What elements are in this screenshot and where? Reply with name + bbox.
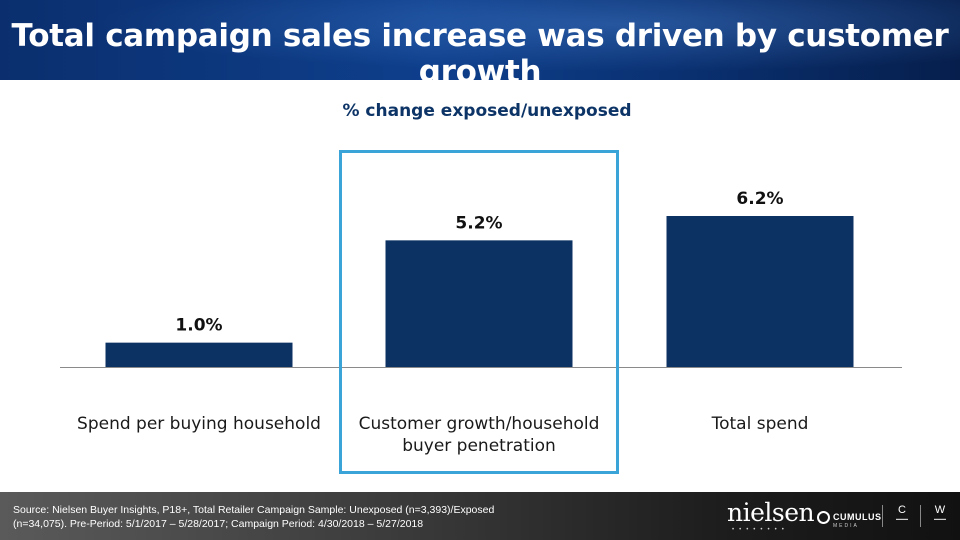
highlight-box (339, 150, 619, 474)
footer: Source: Nielsen Buyer Insights, P18+, To… (0, 492, 960, 540)
logo-divider (882, 505, 883, 527)
category-label-2: Customer growth/household buyer penetrati… (339, 413, 619, 457)
category-label-line: Total spend (711, 414, 809, 434)
category-label-line: Customer growth/household (358, 414, 600, 434)
category-label-3: Total spend (620, 413, 900, 435)
bar-1 (105, 342, 293, 367)
cumulus-c-icon (817, 510, 830, 524)
nielsen-logo-dots: •••••••• (732, 527, 789, 533)
partner-logo-2-icon: W (934, 504, 946, 516)
header-banner: Total campaign sales increase was driven… (0, 0, 960, 80)
data-label-1: 1.0% (175, 316, 222, 336)
data-label-2: 5.2% (455, 213, 502, 233)
bar-2 (385, 240, 573, 367)
category-label-1: Spend per buying household (59, 413, 339, 435)
bar-3 (666, 216, 854, 367)
partner-logo-1-icon: C (898, 504, 906, 516)
logo-divider (920, 505, 921, 527)
category-label-line: buyer penetration (402, 436, 556, 456)
partner-logo-1: C ▬▬▬ (887, 504, 917, 522)
data-label-3: 6.2% (736, 189, 783, 209)
partner-logo-2: W ▬▬▬ (925, 504, 955, 522)
cumulus-logo-text: CUMULUS (833, 512, 882, 522)
cumulus-logo: CUMULUS MEDIA (817, 509, 882, 529)
source-note: Source: Nielsen Buyer Insights, P18+, To… (13, 503, 623, 531)
chart-title: % change exposed/unexposed (342, 101, 632, 121)
cumulus-logo-subtext: MEDIA (833, 523, 859, 529)
source-line-1: Source: Nielsen Buyer Insights, P18+, To… (13, 504, 495, 516)
page-title: Total campaign sales increase was driven… (11, 18, 949, 80)
source-line-2: (n=34,075). Pre-Period: 5/1/2017 – 5/28/… (13, 518, 424, 530)
category-label-line: Spend per buying household (77, 414, 321, 434)
nielsen-logo: nielsen (727, 498, 815, 527)
